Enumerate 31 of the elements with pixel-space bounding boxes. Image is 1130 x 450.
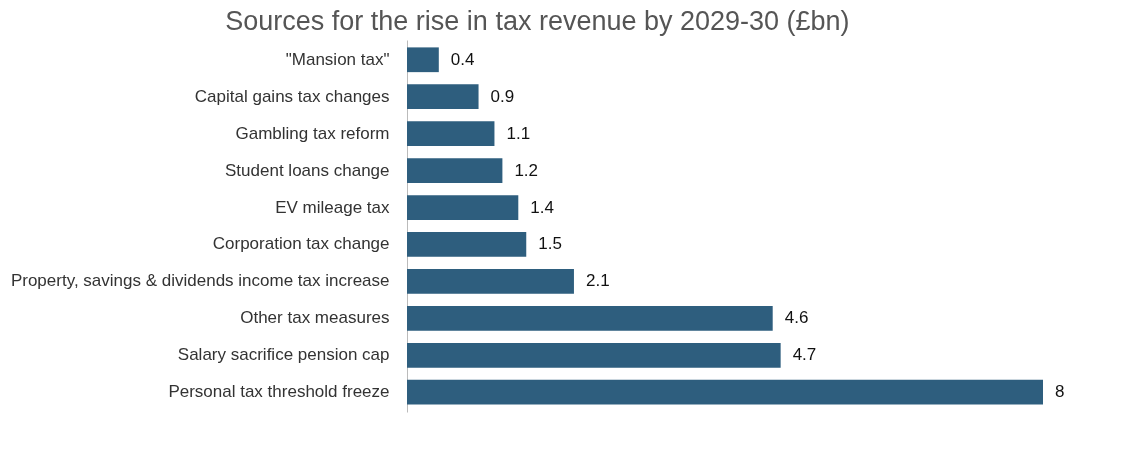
y-tick-label: Other tax measures bbox=[240, 308, 390, 328]
bar bbox=[407, 342, 781, 368]
bar bbox=[407, 121, 495, 147]
y-tick-label: Capital gains tax changes bbox=[194, 86, 390, 106]
y-tick-label: "Mansion tax" bbox=[285, 49, 390, 69]
bar bbox=[407, 305, 773, 331]
data-label: 1.4 bbox=[530, 197, 554, 217]
bar bbox=[407, 269, 574, 294]
data-label: 0.4 bbox=[450, 49, 475, 69]
y-tick-label: Gambling tax reform bbox=[235, 123, 390, 143]
y-tick-label: Corporation tax change bbox=[212, 234, 390, 254]
bar bbox=[407, 195, 519, 220]
y-tick-label: Personal tax threshold freeze bbox=[168, 382, 390, 402]
bar bbox=[407, 84, 479, 110]
data-label: 1.2 bbox=[514, 160, 539, 180]
bar bbox=[407, 379, 1043, 405]
data-label: 0.9 bbox=[490, 86, 515, 106]
data-label: 2.1 bbox=[585, 271, 610, 291]
y-tick-label: Salary sacrifice pension cap bbox=[177, 345, 390, 365]
bar bbox=[407, 158, 503, 183]
bar bbox=[407, 232, 527, 257]
data-label: 8 bbox=[1055, 382, 1065, 402]
data-label: 1.5 bbox=[538, 234, 562, 254]
y-tick-label: Property, savings & dividends income tax increase bbox=[10, 271, 390, 291]
bar bbox=[407, 47, 439, 73]
data-label: 4.7 bbox=[792, 345, 817, 365]
chart-title: Sources for the rise in tax revenue by 2029-30 (£bn) bbox=[225, 6, 850, 36]
data-label: 4.6 bbox=[784, 308, 809, 328]
y-tick-label: EV mileage tax bbox=[275, 197, 390, 217]
y-tick-label: Student loans change bbox=[225, 160, 390, 180]
data-label: 1.1 bbox=[506, 123, 531, 143]
